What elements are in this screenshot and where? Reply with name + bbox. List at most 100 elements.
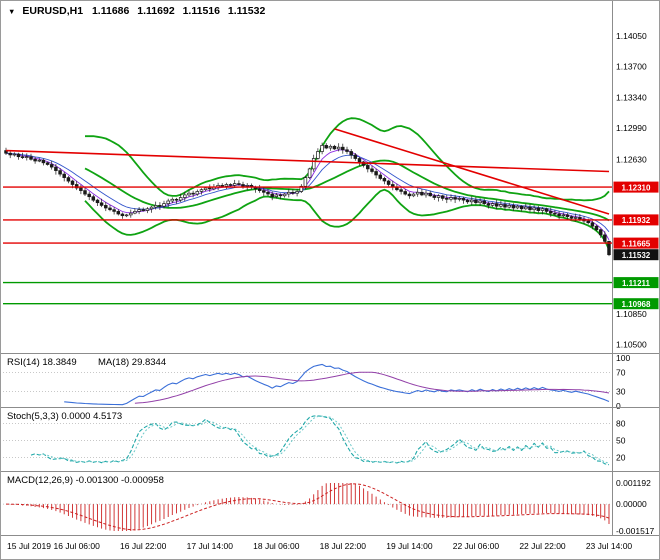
candle (54, 166, 58, 171)
candle (149, 206, 154, 210)
candle (270, 193, 274, 198)
price-axis-tick: 1.12990 (616, 123, 647, 133)
candle (124, 214, 129, 217)
candle (178, 197, 183, 201)
candle (432, 195, 437, 198)
candle (332, 145, 337, 150)
candle (95, 199, 100, 204)
time-axis-label: 23 Jul 14:00 (586, 541, 633, 551)
candle (153, 205, 158, 208)
candle (349, 151, 353, 156)
candle (586, 220, 590, 224)
candle (299, 185, 304, 192)
candle (557, 213, 561, 217)
rsi-indicator-label: RSI(14) 18.3849 (7, 357, 77, 368)
resistance-price-label-badge (613, 181, 659, 193)
candle (378, 174, 383, 179)
candle (141, 209, 145, 211)
candle (494, 203, 499, 207)
trendline (334, 128, 610, 215)
candle (569, 216, 574, 219)
time-axis-label: 15 Jul 2019 (7, 541, 51, 551)
candle (104, 205, 108, 209)
candle (20, 156, 25, 158)
candle (370, 168, 374, 172)
symbol-collapse-icon[interactable]: ▼ (8, 7, 15, 16)
macd-axis-tick: -0.001517 (616, 526, 655, 536)
macd-signal-line (5, 483, 610, 531)
candle (108, 207, 112, 211)
price-axis[interactable]: 1.14050 1.13700 1.13340 1.12990 1.12630 1.108… (613, 31, 659, 536)
candle (170, 198, 175, 202)
candle (237, 183, 241, 185)
time-axis-label: 17 Jul 14:00 (187, 541, 234, 551)
rsi-axis-tick: 100 (616, 353, 630, 363)
candle (33, 158, 37, 162)
candle (112, 209, 116, 212)
candle (311, 158, 316, 170)
candle (262, 190, 266, 193)
candle (561, 214, 566, 217)
bollinger-upper-band (85, 117, 610, 202)
rsi-axis-tick: 70 (616, 367, 626, 377)
candle (328, 145, 333, 149)
support-price-label-badge (613, 277, 659, 289)
candle (70, 180, 75, 185)
candle (74, 184, 79, 189)
candle (411, 193, 416, 197)
current-price-label-badge (613, 249, 659, 261)
candle (120, 213, 125, 217)
candle (257, 188, 262, 191)
stoch-axis-tick: 20 (616, 453, 626, 463)
candle (58, 170, 62, 175)
candle (503, 204, 507, 208)
stoch-k-line (30, 415, 610, 466)
time-axis-label: 22 Jul 22:00 (519, 541, 566, 551)
stoch-pane[interactable] (3, 415, 612, 466)
chart-info-line: ▼ EURUSD,H1 1.11686 1.11692 1.11516 1.11… (8, 5, 265, 17)
candle (303, 177, 308, 187)
candle (415, 191, 420, 195)
candle (282, 193, 287, 197)
time-axis[interactable]: 15 Jul 2019 16 Jul 06:00 16 Jul 22:00 17 Ju… (7, 541, 632, 551)
high-value: 1.11692 (137, 5, 175, 17)
candle (353, 154, 358, 159)
time-axis-label: 18 Jul 22:00 (320, 541, 367, 551)
candle (16, 153, 21, 158)
rsi-line (64, 363, 610, 406)
candle (374, 171, 378, 176)
candle (407, 193, 412, 197)
macd-axis-tick: 0.001192 (616, 478, 651, 488)
candle (49, 164, 54, 168)
candle (511, 205, 516, 209)
candle (8, 152, 12, 156)
price-axis-tick: 1.10500 (616, 339, 647, 349)
candle (486, 203, 491, 206)
candle (549, 211, 553, 214)
price-pane[interactable] (3, 117, 612, 305)
resistance-price-label-value: 1.11932 (622, 216, 651, 225)
stoch-axis-tick: 80 (616, 418, 626, 428)
rsi-pane[interactable] (3, 363, 612, 406)
candle (515, 205, 520, 209)
candle (183, 194, 187, 198)
rsi-axis-tick: 30 (616, 387, 626, 397)
rsi-ma-label: MA(18) 29.8344 (98, 357, 166, 368)
time-axis-label: 16 Jul 06:00 (54, 541, 101, 551)
macd-pane[interactable] (3, 483, 612, 531)
candle (386, 180, 391, 185)
candle (291, 191, 295, 194)
candle (553, 212, 557, 215)
resistance-price-label-badge (613, 214, 659, 226)
trendline (5, 149, 610, 173)
candle (66, 177, 71, 182)
candle (490, 203, 495, 206)
symbol-period-label: EURUSD,H1 (22, 5, 83, 17)
candle (174, 198, 179, 201)
candle (528, 206, 532, 211)
candle (187, 192, 191, 196)
candle (99, 202, 104, 206)
candle (145, 208, 150, 211)
